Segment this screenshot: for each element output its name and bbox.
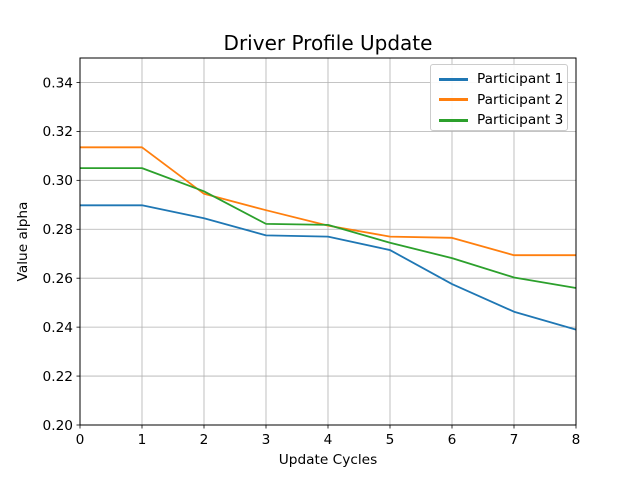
legend-line-swatch: [439, 77, 468, 81]
x-tick-label: 2: [200, 432, 209, 448]
y-axis-label: Value alpha: [15, 202, 31, 282]
y-tick-label: 0.22: [43, 369, 73, 385]
x-tick-label: 6: [448, 432, 457, 448]
legend-line-swatch: [439, 98, 468, 102]
y-tick-label: 0.34: [43, 75, 73, 91]
legend: Participant 1 Participant 2 Participant …: [430, 64, 568, 131]
legend-item: Participant 3: [439, 110, 567, 131]
y-tick-label: 0.32: [43, 124, 73, 140]
series-line: [80, 204, 577, 331]
legend-label: Participant 2: [477, 91, 564, 108]
series-line: [80, 167, 577, 289]
y-tick-label: 0.24: [43, 320, 73, 336]
x-tick-label: 3: [262, 432, 271, 448]
x-tick-label: 5: [386, 432, 395, 448]
x-tick-label: 7: [510, 432, 519, 448]
x-tick-label: 1: [138, 432, 147, 448]
x-tick-label: 4: [324, 432, 333, 448]
legend-label: Participant 3: [477, 112, 564, 129]
data-series: [80, 146, 577, 331]
x-tick-label: 0: [76, 432, 85, 448]
y-tick-label: 0.20: [43, 418, 73, 434]
tick-labels: 0 1 2 3 4 5 6 7 8 0.20 0.22 0.24 0.26 0.28 0.30 0.32 0.3…: [43, 75, 581, 448]
axis-ticks: [76, 82, 577, 429]
legend-line-swatch: [439, 118, 468, 122]
y-tick-label: 0.30: [43, 173, 73, 189]
y-tick-label: 0.28: [43, 222, 73, 238]
x-tick-label: 8: [572, 432, 581, 448]
chart-title: Driver Profile Update: [224, 31, 433, 55]
y-tick-label: 0.26: [43, 271, 73, 287]
x-axis-label: Update Cycles: [279, 452, 377, 468]
legend-item: Participant 2: [439, 90, 567, 111]
gridlines: [79, 58, 577, 426]
legend-item: Participant 1: [439, 69, 567, 90]
legend-label: Participant 1: [477, 71, 564, 88]
